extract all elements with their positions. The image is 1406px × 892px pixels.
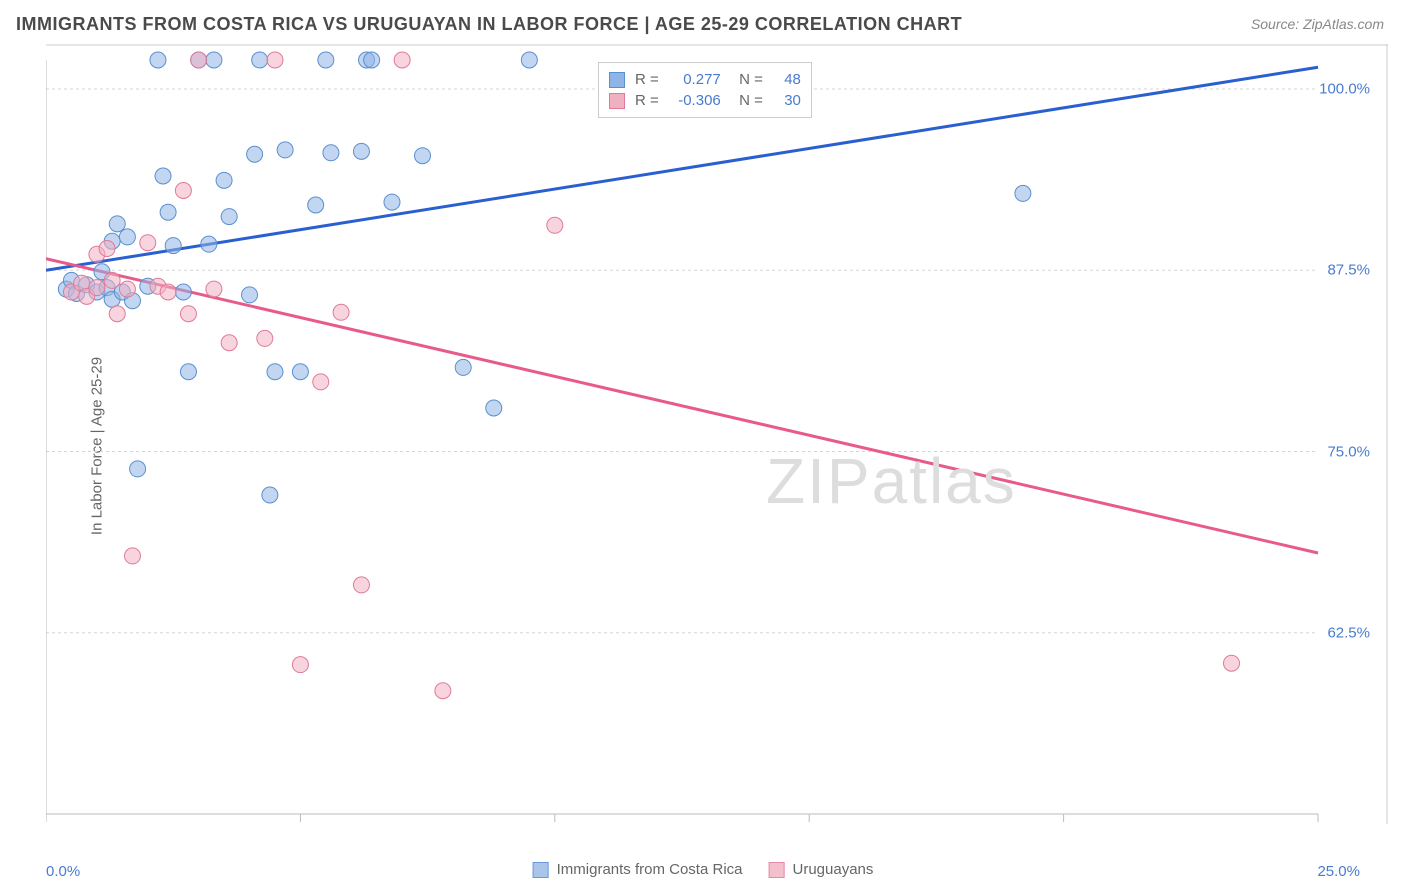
legend-item-uruguayan: Uruguayans [768,861,873,878]
legend-label-costarica: Immigrants from Costa Rica [557,861,743,878]
stats-r-value: 0.277 [669,71,721,88]
x-tick-max: 25.0% [1317,863,1360,880]
source-attribution: Source: ZipAtlas.com [1251,16,1384,32]
correlation-stats-box: R = 0.277 N = 48 R = -0.306 N = 30 [598,62,812,118]
x-axis-legend: Immigrants from Costa Rica Uruguayans [533,861,874,878]
legend-swatch-pink [768,862,784,878]
stats-swatch-icon [609,93,625,109]
stats-n-value: 48 [773,71,801,88]
y-tick-label: 75.0% [1327,443,1370,460]
stats-r-value: -0.306 [669,92,721,109]
chart-title: IMMIGRANTS FROM COSTA RICA VS URUGUAYAN … [16,14,962,35]
legend-label-uruguayan: Uruguayans [792,861,873,878]
y-tick-label: 62.5% [1327,624,1370,641]
stats-swatch-icon [609,72,625,88]
legend-item-costarica: Immigrants from Costa Rica [533,861,743,878]
stats-r-label: R = [635,92,659,109]
stats-n-label: N = [731,71,763,88]
legend-swatch-blue [533,862,549,878]
stats-r-label: R = [635,71,659,88]
stats-row-costarica: R = 0.277 N = 48 [609,69,801,90]
chart-container: IMMIGRANTS FROM COSTA RICA VS URUGUAYAN … [0,0,1406,892]
y-tick-label: 100.0% [1319,81,1370,98]
stats-row-uruguayan: R = -0.306 N = 30 [609,90,801,111]
x-tick-min: 0.0% [46,863,80,880]
scatter-plot-svg [46,44,1388,824]
chart-area: R =0.277 N =48R =-0.306 N =30 ZIPatlas 6… [46,44,1388,824]
stats-n-label: N = [731,92,763,109]
y-tick-label: 87.5% [1327,262,1370,279]
stats-n-value: 30 [773,92,801,109]
